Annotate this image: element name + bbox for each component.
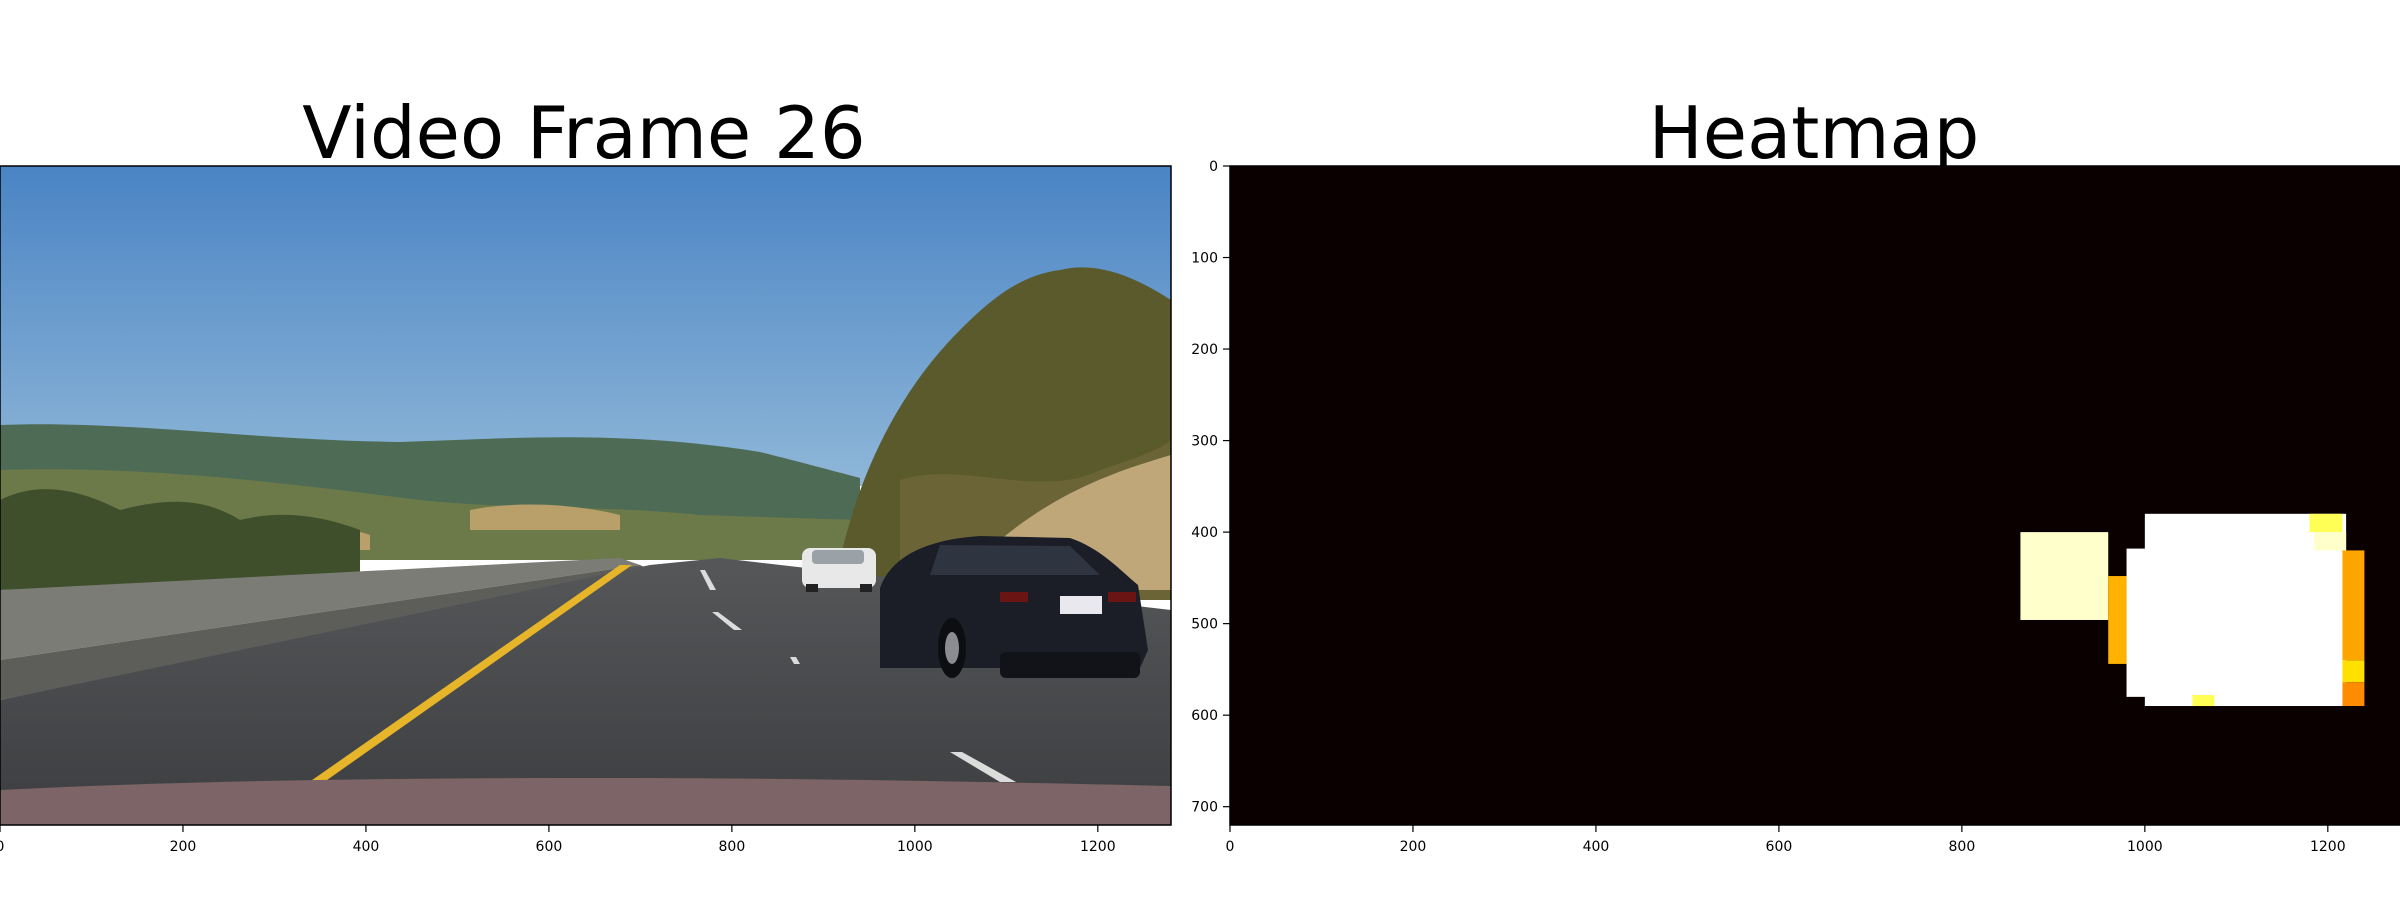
frame-x-axis: 0 200 400 600 800 1000 1200 — [0, 825, 1116, 855]
x-tick-label: 600 — [536, 839, 563, 855]
x-tick-label: 400 — [353, 839, 380, 855]
x-tick-label: 1200 — [1080, 839, 1116, 855]
heatmap-cell — [2192, 695, 2215, 707]
heatmap-background — [1230, 166, 2400, 825]
yellow-lane-line — [295, 565, 632, 792]
x-tick-label: 1000 — [2127, 839, 2163, 855]
x-tick-label: 0 — [1226, 839, 1235, 855]
x-tick-label: 800 — [719, 839, 746, 855]
y-tick-label: 300 — [1191, 434, 1218, 450]
y-tick-label: 600 — [1191, 708, 1218, 724]
y-tick-label: 0 — [1209, 159, 1218, 175]
heatmap-cell — [2108, 576, 2127, 664]
road — [0, 558, 1171, 825]
heatmap-regions — [2020, 513, 2365, 707]
heatmap-plot — [1229, 165, 2400, 826]
x-tick-label: 0 — [0, 839, 4, 855]
x-tick-label: 200 — [170, 839, 197, 855]
x-tick-label: 200 — [1400, 839, 1427, 855]
white-car — [802, 548, 876, 592]
heatmap-cell — [2020, 532, 2109, 620]
heatmap-cell — [2342, 550, 2365, 661]
barrier — [0, 558, 640, 660]
x-tick-label: 400 — [1583, 839, 1610, 855]
heatmap-cell — [2144, 513, 2347, 707]
y-tick-label: 200 — [1191, 342, 1218, 358]
frame-title: Video Frame 26 — [302, 91, 865, 175]
x-tick-label: 1000 — [897, 839, 933, 855]
y-tick-label: 400 — [1191, 525, 1218, 541]
video-frame-image — [0, 165, 1172, 826]
heatmap-cell — [2342, 682, 2365, 707]
heatmap-cell — [2342, 660, 2365, 683]
dark-sedan — [880, 536, 1148, 678]
y-tick-label: 700 — [1191, 800, 1218, 816]
x-tick-label: 1200 — [2310, 839, 2346, 855]
heatmap-cell — [2314, 532, 2347, 551]
x-tick-label: 800 — [1949, 839, 1976, 855]
heatmap-title: Heatmap — [1649, 91, 1980, 175]
y-tick-label: 100 — [1191, 251, 1218, 267]
heatmap-cell — [2309, 513, 2343, 533]
x-tick-label: 600 — [1766, 839, 1793, 855]
car-hood — [0, 778, 1171, 825]
heatmap-y-axis: 0 100 200 300 400 500 600 700 — [1191, 159, 1230, 816]
y-tick-label: 500 — [1191, 617, 1218, 633]
heatmap-x-axis: 0 200 400 600 800 1000 1200 — [1226, 825, 2346, 855]
